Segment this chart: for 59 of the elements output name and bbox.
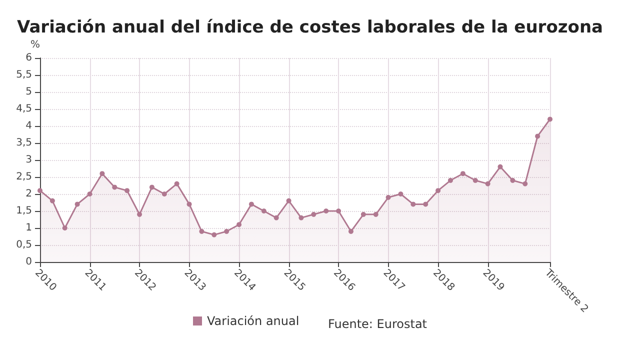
point <box>522 181 528 186</box>
point <box>137 212 142 217</box>
point <box>498 164 503 170</box>
point <box>485 181 490 186</box>
point <box>124 188 130 194</box>
y-tick-label: 6 <box>26 52 32 64</box>
point <box>460 171 466 176</box>
point <box>186 202 192 207</box>
point <box>174 181 180 186</box>
y-tick-label: 1 <box>26 222 32 234</box>
point <box>149 184 154 190</box>
point <box>100 171 105 176</box>
point <box>74 202 80 207</box>
point <box>410 202 416 207</box>
point <box>274 215 279 220</box>
y-tick-label: 1,5 <box>16 206 32 216</box>
y-tick-label: 5,5 <box>16 70 32 80</box>
point <box>548 116 552 122</box>
point <box>38 188 42 194</box>
y-tick-label: 4,5 <box>16 104 32 114</box>
point <box>236 222 242 228</box>
point <box>162 192 167 196</box>
point <box>112 184 118 190</box>
point <box>261 208 266 214</box>
point <box>348 228 354 234</box>
point <box>386 194 391 200</box>
point <box>87 192 92 196</box>
point <box>535 134 540 139</box>
y-tick-label: 0,5 <box>16 240 32 250</box>
point <box>199 228 204 234</box>
y-tick-label: 0 <box>26 256 32 268</box>
y-axis-title: % <box>30 40 40 50</box>
point <box>248 202 254 207</box>
point <box>212 232 217 238</box>
point <box>510 178 516 183</box>
point <box>436 188 441 194</box>
point <box>324 208 329 214</box>
point <box>224 228 230 234</box>
source-note: Fuente: Eurostat <box>328 317 428 331</box>
legend-label: Variación anual <box>207 314 300 328</box>
chart-title: Variación anual del índice de costes laborales de la eurozona <box>16 18 604 38</box>
point <box>62 226 68 230</box>
point <box>423 202 428 207</box>
y-tick-label: 4 <box>26 120 32 132</box>
y-tick-label: 5 <box>26 86 32 98</box>
point <box>50 198 55 204</box>
point <box>373 212 378 217</box>
point <box>286 198 292 204</box>
point <box>448 178 453 183</box>
y-tick-label: 3 <box>26 154 32 166</box>
point <box>398 192 404 196</box>
y-tick-label: 2 <box>26 188 32 200</box>
y-tick-label: 2,5 <box>16 172 32 182</box>
point <box>336 208 342 214</box>
y-tick-label: 3,5 <box>16 138 32 148</box>
point <box>472 178 478 183</box>
point <box>360 212 366 217</box>
point <box>311 212 316 217</box>
point <box>298 215 304 220</box>
